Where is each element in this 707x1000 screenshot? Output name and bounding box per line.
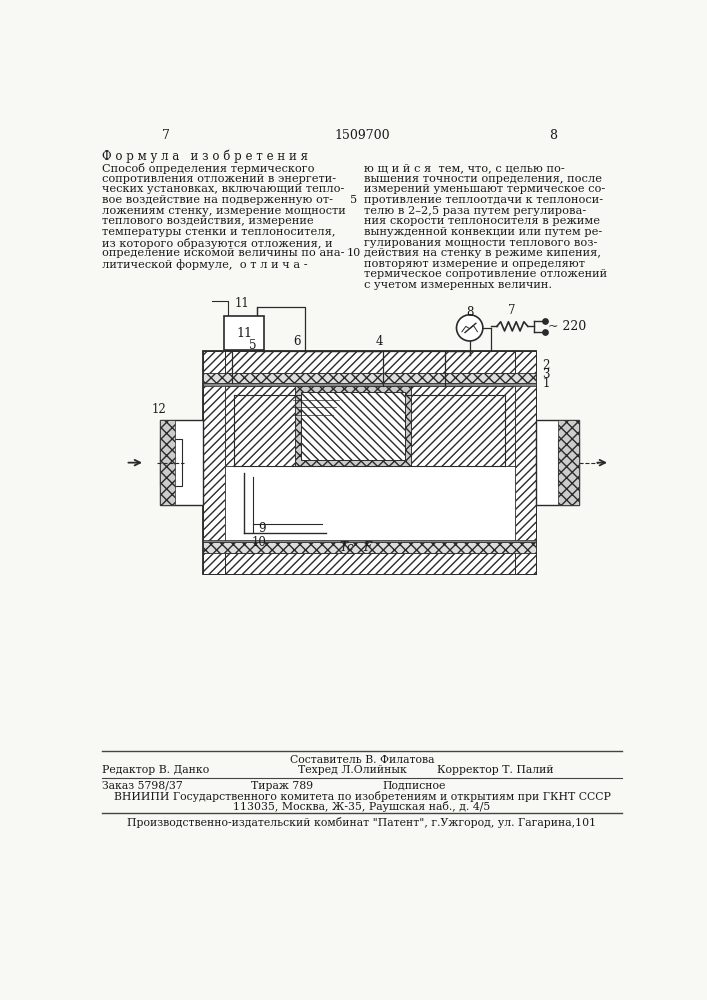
Text: сопротивления отложений в энергети-: сопротивления отложений в энергети- (103, 174, 337, 184)
Text: 7: 7 (162, 129, 170, 142)
Text: ния скорости теплоносителя в режиме: ния скорости теплоносителя в режиме (363, 216, 600, 226)
Text: Подписное: Подписное (383, 781, 446, 791)
Text: из которого образуются отложения, и: из которого образуются отложения, и (103, 238, 333, 249)
Bar (225, 386, 515, 540)
Bar (225, 386, 295, 466)
Bar (160, 420, 175, 505)
Bar (300, 392, 404, 460)
Bar (203, 373, 537, 383)
Text: 113035, Москва, Ж-35, Раушская наб., д. 4/5: 113035, Москва, Ж-35, Раушская наб., д. … (233, 801, 491, 812)
Text: Корректор Т. Палий: Корректор Т. Палий (437, 765, 554, 775)
Bar (203, 351, 225, 574)
Text: 11: 11 (236, 327, 252, 340)
Bar (537, 420, 579, 505)
Text: 7: 7 (508, 304, 516, 317)
Text: телю в 2–2,5 раза путем регулирова-: телю в 2–2,5 раза путем регулирова- (363, 206, 586, 216)
Text: повторяют измерение и определяют: повторяют измерение и определяют (363, 259, 585, 269)
Text: ВНИИПИ Государственного комитета по изобретениям и открытиям при ГКНТ СССР: ВНИИПИ Государственного комитета по изоб… (114, 791, 610, 802)
Text: ческих установках, включающий тепло-: ческих установках, включающий тепло- (103, 184, 345, 194)
Point (539, 324, 551, 340)
Text: 1509700: 1509700 (334, 129, 390, 142)
Circle shape (457, 315, 483, 341)
Bar (203, 553, 537, 574)
Text: гулирования мощности теплового воз-: гулирования мощности теплового воз- (363, 238, 597, 248)
Text: противление теплоотдачи к теплоноси-: противление теплоотдачи к теплоноси- (363, 195, 602, 205)
Bar (515, 351, 537, 574)
Text: с учетом измеренных величин.: с учетом измеренных величин. (363, 280, 551, 290)
Bar (558, 420, 579, 505)
Text: 1: 1 (542, 377, 550, 390)
Text: Ф о р м у л а   и з о б р е т е н и я: Ф о р м у л а и з о б р е т е н и я (103, 149, 308, 163)
Bar (203, 351, 537, 373)
Bar (160, 420, 203, 505)
Text: Составитель В. Филатова: Составитель В. Филатова (290, 755, 434, 765)
Text: теплового воздействия, измерение: теплового воздействия, измерение (103, 216, 314, 226)
Bar (203, 383, 537, 386)
Text: 10: 10 (346, 248, 361, 258)
Bar (558, 439, 579, 486)
Text: 5: 5 (350, 195, 357, 205)
Text: литической формуле,  о т л и ч а -: литической формуле, о т л и ч а - (103, 259, 308, 270)
Bar (160, 439, 182, 486)
Text: Тираж 789: Тираж 789 (251, 781, 313, 791)
Text: ложениям стенку, измерение мощности: ложениям стенку, измерение мощности (103, 206, 346, 216)
Text: вое воздействие на подверженную от-: вое воздействие на подверженную от- (103, 195, 333, 205)
Text: измерений уменьшают термическое со-: измерений уменьшают термическое со- (363, 184, 604, 194)
Text: 8: 8 (467, 306, 474, 319)
Bar (203, 540, 537, 542)
Text: Редактор В. Данко: Редактор В. Данко (103, 765, 209, 775)
Text: Способ определения термического: Способ определения термического (103, 163, 315, 174)
Text: 2: 2 (542, 359, 550, 372)
Bar (203, 542, 537, 553)
Bar (295, 386, 411, 466)
Text: 6: 6 (293, 335, 301, 348)
Text: ~ 220: ~ 220 (548, 320, 586, 333)
Text: 5: 5 (249, 339, 257, 352)
Text: вынужденной конвекции или путем ре-: вынужденной конвекции или путем ре- (363, 227, 602, 237)
Text: температуры стенки и теплоносителя,: температуры стенки и теплоносителя, (103, 227, 336, 237)
Text: 3: 3 (542, 368, 550, 381)
Text: вышения точности определения, после: вышения точности определения, после (363, 174, 602, 184)
Text: F: F (363, 541, 371, 554)
Text: Заказ 5798/37: Заказ 5798/37 (103, 781, 183, 791)
Text: Тс: Тс (339, 541, 354, 554)
Text: действия на стенку в режиме кипения,: действия на стенку в режиме кипения, (363, 248, 600, 258)
Text: 10: 10 (252, 536, 267, 549)
Text: Производственно-издательский комбинат "Патент", г.Ужгород, ул. Гагарина,101: Производственно-издательский комбинат "П… (127, 817, 597, 828)
Text: 4: 4 (375, 335, 382, 348)
Text: 11: 11 (235, 297, 249, 310)
Text: 9: 9 (258, 522, 266, 535)
Bar (203, 351, 537, 574)
Bar (411, 386, 515, 466)
Text: Техред Л.Олийнык: Техред Л.Олийнык (298, 765, 407, 775)
Text: 12: 12 (151, 403, 166, 416)
Text: 8: 8 (549, 129, 557, 142)
Point (539, 313, 551, 329)
Text: ю щ и й с я  тем, что, с целью по-: ю щ и й с я тем, что, с целью по- (363, 163, 564, 173)
Bar (224, 316, 264, 350)
Text: определение искомой величины по ана-: определение искомой величины по ана- (103, 248, 345, 258)
Text: термическое сопротивление отложений: термическое сопротивление отложений (363, 269, 607, 279)
